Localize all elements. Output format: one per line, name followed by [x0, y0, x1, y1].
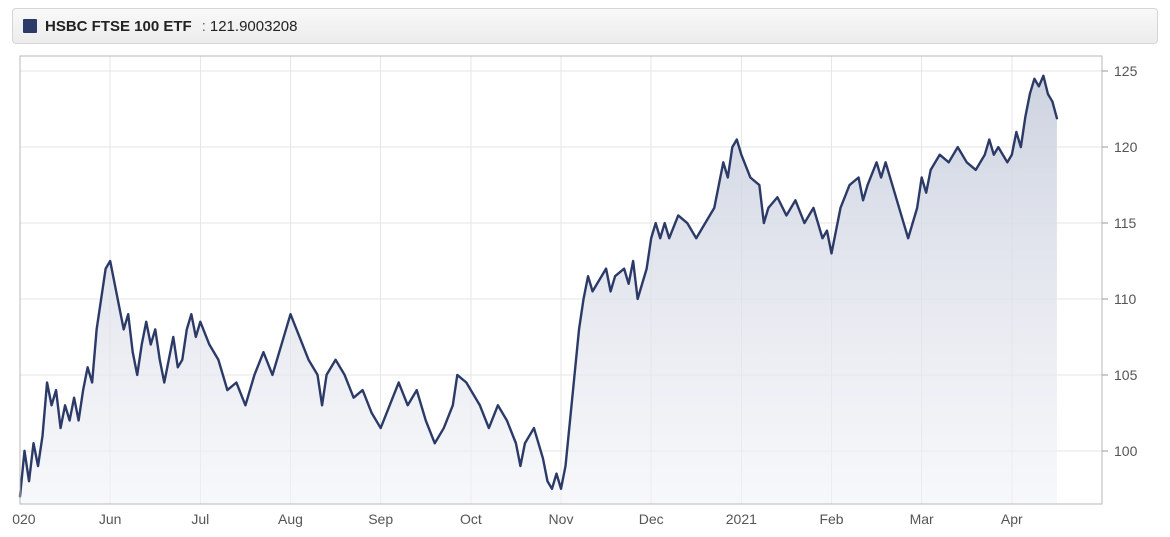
x-tick-label: Mar [910, 511, 934, 527]
x-tick-label: 2021 [726, 511, 757, 527]
x-tick-label: Jul [191, 511, 209, 527]
y-tick-label: 115 [1114, 215, 1137, 231]
y-tick-label: 105 [1114, 367, 1138, 383]
legend-swatch [23, 19, 37, 33]
x-tick-label: Dec [639, 511, 664, 527]
x-tick-label: Jun [99, 511, 122, 527]
chart-svg: 100 105 110 115 120 125 2020 Jun Jul Aug Sep Oct Nov… [12, 52, 1158, 532]
x-tick-label: 2020 [12, 511, 36, 527]
x-tick-label: Aug [278, 511, 303, 527]
x-tick-label: Apr [1001, 511, 1023, 527]
chart-legend-bar: HSBC FTSE 100 ETF : 121.9003208 [12, 8, 1158, 44]
x-tick-label: Oct [460, 511, 482, 527]
y-tick-label: 110 [1114, 291, 1137, 307]
legend-separator: : [202, 18, 206, 35]
y-tick-label: 100 [1114, 443, 1138, 459]
x-tick-label: Nov [549, 511, 574, 527]
x-tick-label: Sep [368, 511, 393, 527]
y-tick-label: 125 [1114, 63, 1138, 79]
y-tick-label: 120 [1114, 139, 1138, 155]
legend-series-name: HSBC FTSE 100 ETF [45, 18, 192, 35]
legend-series-value: 121.9003208 [210, 18, 298, 35]
x-tick-label: Feb [819, 511, 843, 527]
chart-plot: 100 105 110 115 120 125 2020 Jun Jul Aug Sep Oct Nov… [12, 52, 1158, 532]
chart-container: HSBC FTSE 100 ETF : 121.9003208 100 105 11… [0, 0, 1170, 537]
